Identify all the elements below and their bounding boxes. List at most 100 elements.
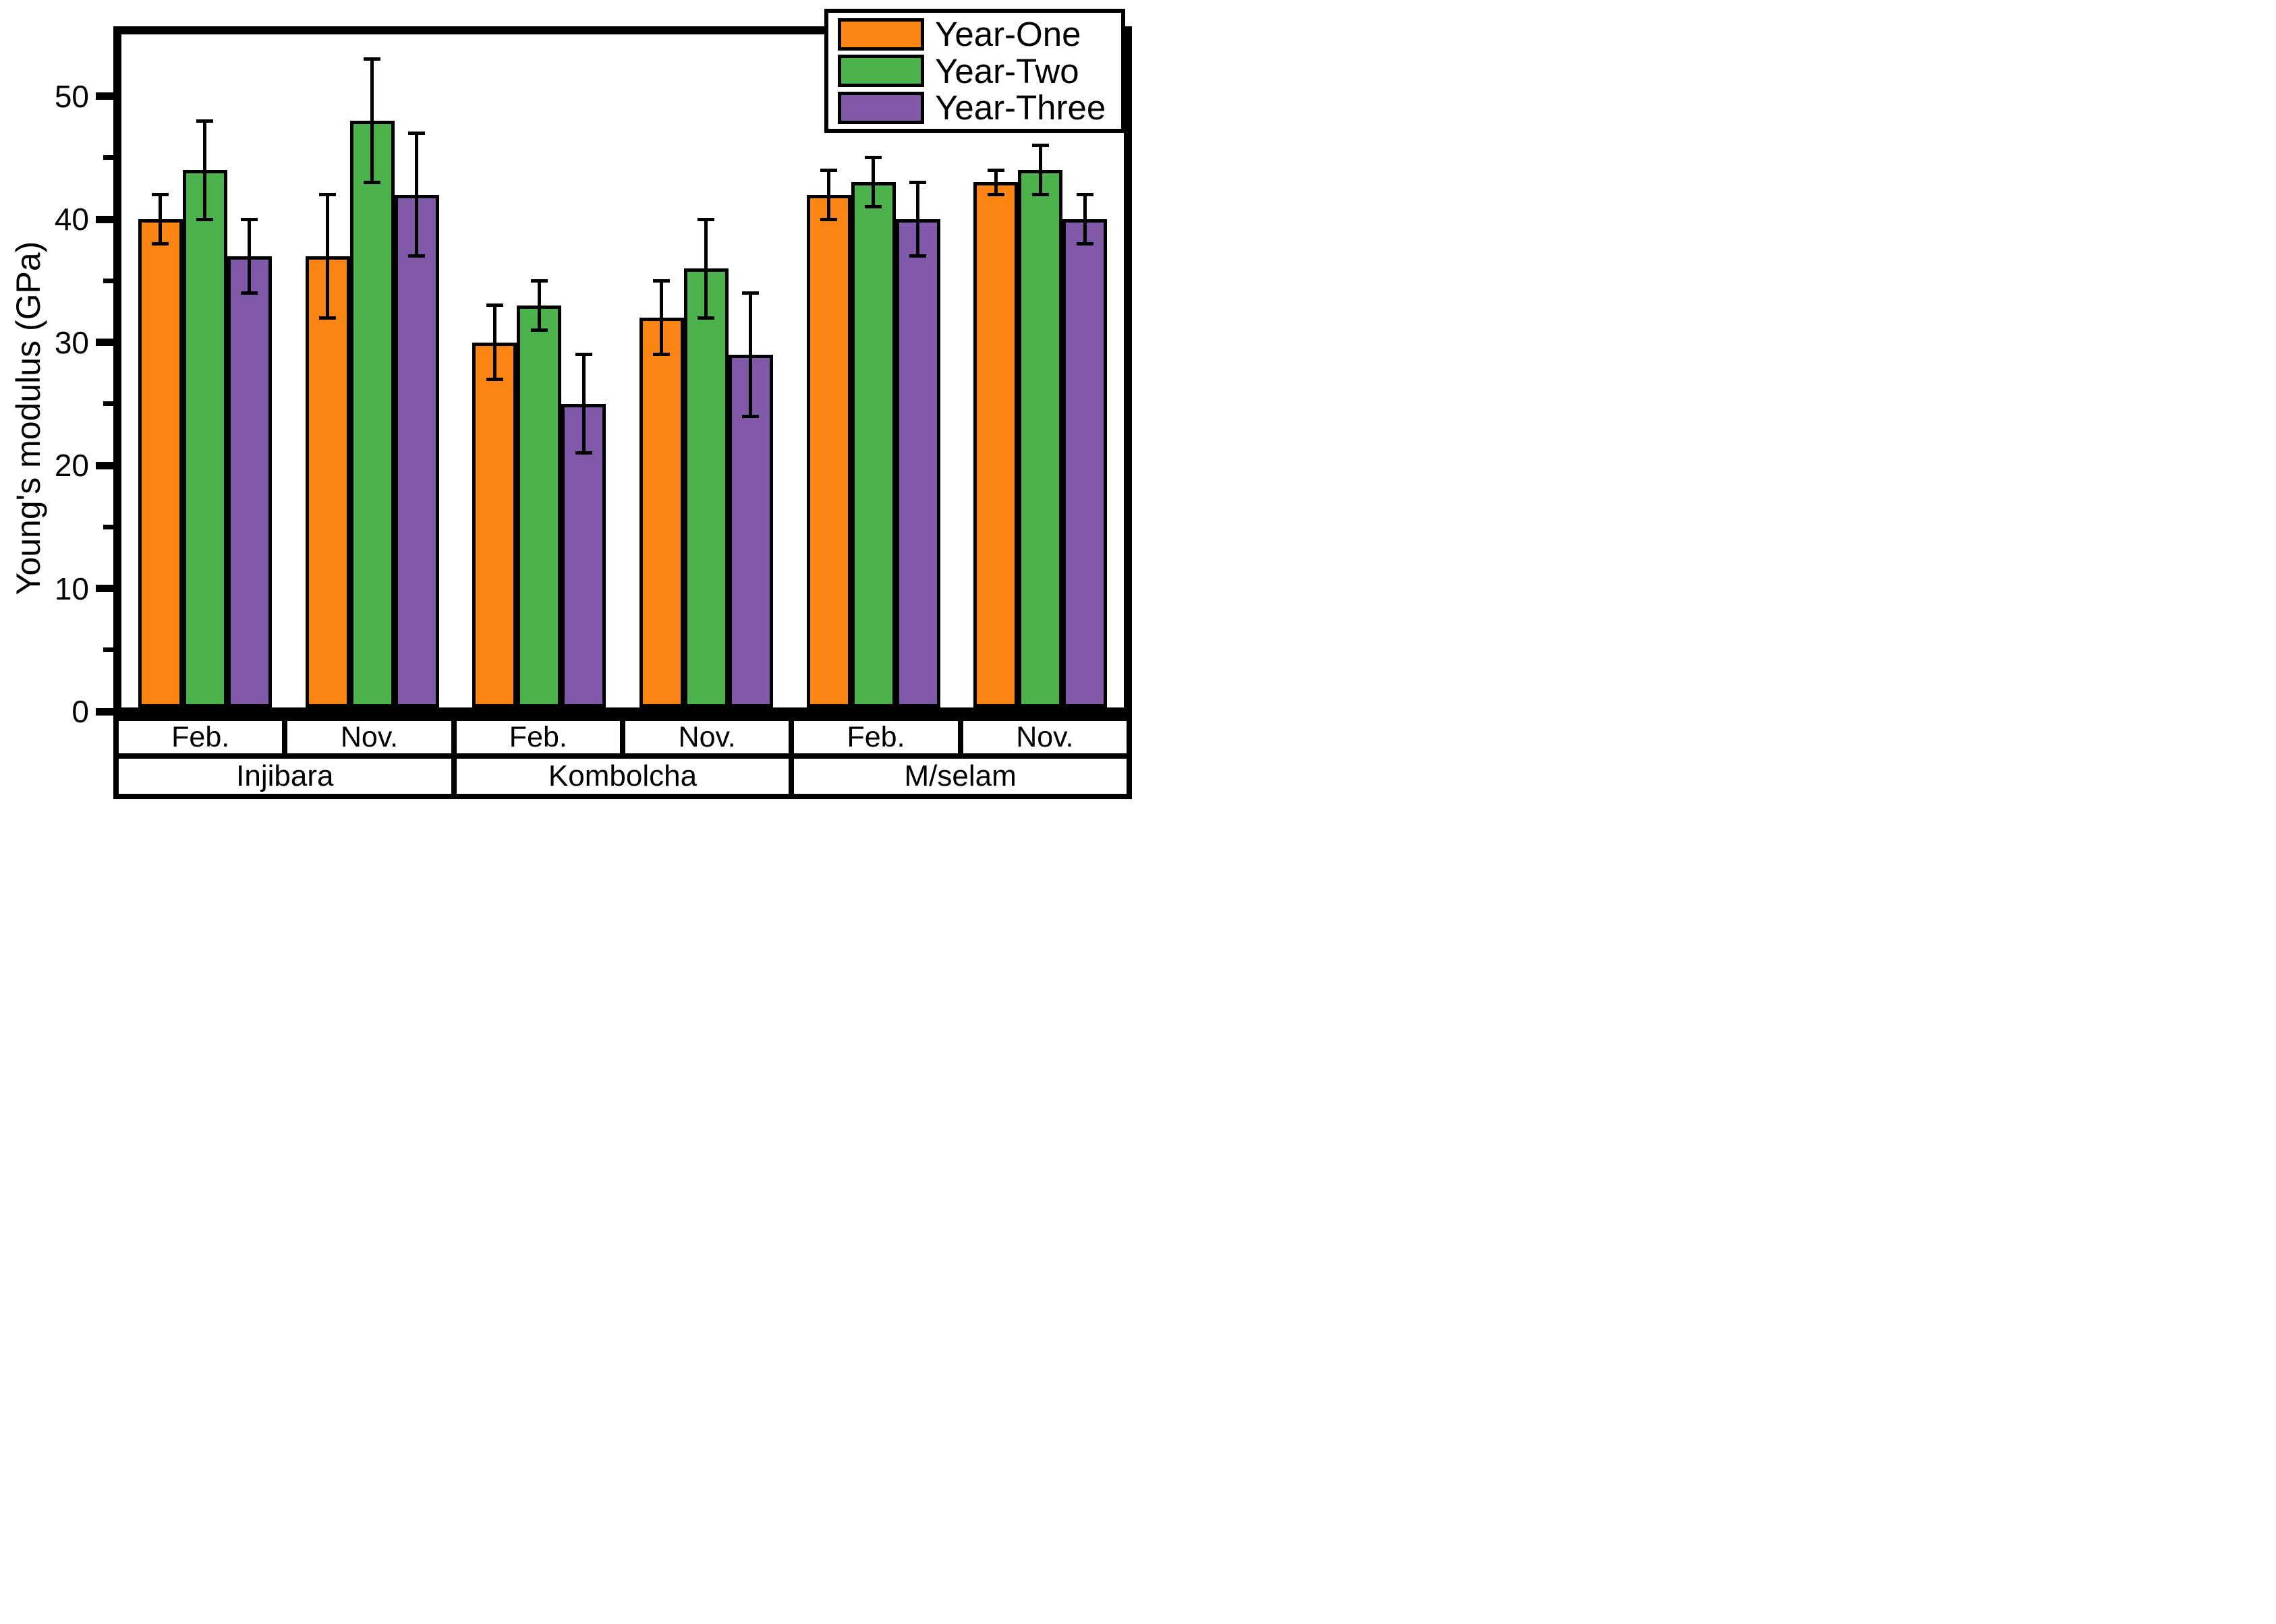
error-bar-cap-top bbox=[987, 168, 1004, 172]
legend-swatch-icon bbox=[838, 18, 924, 51]
bar-year-one-group6 bbox=[973, 182, 1019, 707]
bar-year-three-group5 bbox=[895, 219, 940, 707]
bar-year-three-group6 bbox=[1062, 219, 1108, 707]
error-bar-cap-bottom bbox=[1076, 242, 1093, 245]
error-bar-cap-bottom bbox=[820, 217, 837, 221]
y-axis-major-tick bbox=[96, 585, 113, 592]
y-axis-minor-tick bbox=[103, 524, 113, 529]
error-bar-cap-top bbox=[408, 131, 425, 135]
error-bar-cap-top bbox=[742, 291, 760, 295]
error-bar-cap-bottom bbox=[486, 377, 503, 381]
error-bar-cap-bottom bbox=[319, 316, 336, 320]
x-axis-month-row: Feb. Nov. Feb. Nov. Feb. Nov. bbox=[119, 721, 1127, 753]
y-axis-major-tick bbox=[96, 215, 113, 223]
error-bar bbox=[326, 194, 329, 318]
x-site-cell-kombolcha: Kombolcha bbox=[456, 759, 789, 794]
error-bar bbox=[203, 121, 207, 219]
error-bar-cap-bottom bbox=[698, 316, 715, 320]
error-bar-cap-bottom bbox=[742, 414, 760, 418]
y-axis-tick-label: 0 bbox=[72, 694, 89, 729]
error-bar-cap-top bbox=[820, 168, 837, 172]
y-axis-minor-tick bbox=[103, 278, 113, 283]
x-month-cell-2: Nov. bbox=[287, 721, 451, 753]
error-bar-cap-bottom bbox=[152, 242, 169, 245]
error-bar-cap-bottom bbox=[408, 254, 425, 258]
error-bar-cap-bottom bbox=[987, 193, 1004, 196]
legend: Year-One Year-Two Year-Three bbox=[824, 9, 1125, 133]
x-site-cell-injibara: Injibara bbox=[119, 759, 451, 794]
error-bar-cap-top bbox=[196, 119, 214, 123]
bar-year-one-group1 bbox=[138, 219, 183, 707]
y-axis-major-tick bbox=[96, 339, 113, 346]
y-axis-major-tick bbox=[96, 461, 113, 469]
error-bar bbox=[159, 194, 163, 244]
legend-item-year-one: Year-One bbox=[838, 17, 1112, 51]
error-bar-cap-bottom bbox=[575, 451, 592, 455]
x-month-cell-6: Nov. bbox=[963, 721, 1127, 753]
legend-item-year-three: Year-Three bbox=[838, 90, 1112, 125]
error-bar bbox=[492, 305, 496, 380]
y-axis-tick-label: 40 bbox=[54, 202, 89, 237]
bar-year-two-group4 bbox=[683, 268, 729, 707]
plot-inner bbox=[121, 34, 1124, 707]
y-axis-minor-tick bbox=[103, 155, 113, 161]
error-bar-cap-bottom bbox=[364, 180, 380, 184]
bar-year-two-group3 bbox=[517, 305, 562, 707]
error-bar-cap-bottom bbox=[241, 291, 258, 295]
error-bar bbox=[827, 170, 830, 219]
y-axis-tick-label: 50 bbox=[54, 78, 89, 114]
bar-year-three-group2 bbox=[394, 194, 439, 707]
bar-year-three-group1 bbox=[227, 256, 272, 707]
error-bar bbox=[994, 170, 998, 195]
y-axis-minor-tick bbox=[103, 401, 113, 407]
error-bar bbox=[370, 59, 374, 183]
bar-year-two-group6 bbox=[1018, 170, 1063, 707]
bar-year-one-group3 bbox=[472, 342, 517, 707]
x-month-cell-5: Feb. bbox=[794, 721, 958, 753]
y-axis-tick-label: 10 bbox=[54, 571, 89, 606]
legend-item-year-two: Year-Two bbox=[838, 54, 1112, 88]
error-bar-cap-bottom bbox=[909, 254, 926, 258]
x-month-cell-3: Feb. bbox=[456, 721, 620, 753]
legend-label: Year-Two bbox=[935, 51, 1079, 90]
y-axis-major-tick bbox=[96, 707, 113, 716]
error-bar-cap-top bbox=[909, 180, 926, 184]
bar-year-one-group4 bbox=[639, 318, 684, 707]
error-bar bbox=[1038, 145, 1042, 195]
error-bar bbox=[248, 219, 252, 293]
error-bar-cap-bottom bbox=[196, 217, 214, 221]
error-bar bbox=[415, 133, 418, 256]
bar-year-one-group5 bbox=[806, 194, 851, 707]
legend-swatch-icon bbox=[838, 91, 924, 124]
bar-year-two-group1 bbox=[182, 170, 227, 707]
x-axis-tables: Feb. Nov. Feb. Nov. Feb. Nov. Injibara Kombolc… bbox=[113, 716, 1132, 799]
y-axis-major-tick bbox=[96, 92, 113, 100]
error-bar bbox=[581, 354, 586, 453]
chart-figure: Young's modulus (GPa) 0 10 20 30 40 50 Feb. No… bbox=[0, 0, 1138, 812]
legend-swatch-icon bbox=[838, 55, 924, 87]
error-bar-cap-top bbox=[575, 353, 592, 357]
x-month-cell-4: Nov. bbox=[625, 721, 789, 753]
y-axis-title: Young's modulus (GPa) bbox=[9, 241, 47, 596]
y-axis-tick-label: 30 bbox=[54, 324, 89, 360]
error-bar-cap-top bbox=[653, 279, 671, 283]
error-bar bbox=[660, 281, 664, 355]
error-bar-cap-top bbox=[698, 217, 715, 221]
y-axis-tick-label: 20 bbox=[54, 448, 89, 483]
plot-area bbox=[113, 26, 1132, 716]
error-bar-cap-top bbox=[1031, 144, 1049, 147]
error-bar-cap-top bbox=[319, 193, 336, 196]
error-bar bbox=[1083, 194, 1087, 244]
bar-year-two-group2 bbox=[349, 121, 395, 707]
error-bar bbox=[749, 293, 753, 416]
error-bar-cap-bottom bbox=[653, 353, 671, 357]
error-bar-cap-bottom bbox=[530, 328, 548, 332]
error-bar-cap-bottom bbox=[865, 205, 882, 209]
error-bar-cap-top bbox=[865, 156, 882, 160]
error-bar-cap-top bbox=[241, 217, 258, 221]
error-bar bbox=[916, 182, 919, 256]
error-bar bbox=[704, 219, 708, 318]
error-bar-cap-bottom bbox=[1031, 193, 1049, 196]
x-site-cell-mselam: M/selam bbox=[794, 759, 1127, 794]
x-month-cell-1: Feb. bbox=[119, 721, 283, 753]
